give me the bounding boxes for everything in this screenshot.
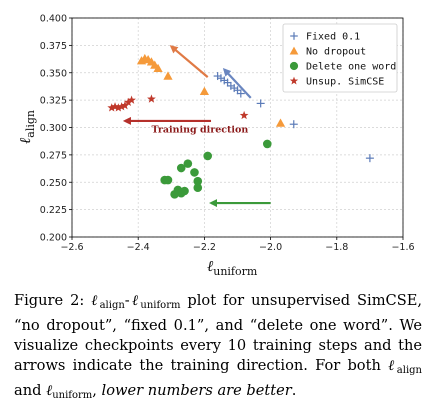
data-points (107, 53, 374, 199)
star-point (239, 110, 249, 120)
direction-arrows (122, 45, 271, 208)
plus-point (289, 120, 298, 129)
x-axis-label: ℓuniform (207, 257, 258, 278)
y-tick-label: 0.375 (40, 41, 67, 52)
plus-point (236, 89, 245, 98)
figure-caption: Figure 2: ℓalign-ℓuniform plot for unsup… (14, 292, 422, 401)
circle-point (203, 151, 213, 161)
triangle-point (163, 71, 173, 80)
x-tick-label: −1.6 (391, 242, 414, 253)
y-tick-label: 0.275 (40, 150, 67, 161)
circle-point (183, 159, 193, 168)
circle-point (176, 188, 186, 198)
circle-point (262, 139, 272, 149)
y-tick-label: 0.200 (40, 233, 67, 244)
y-tick-label: 0.300 (40, 123, 67, 134)
legend-marker-triangle (289, 46, 299, 55)
circle-point (190, 168, 199, 177)
circle-point (176, 163, 186, 173)
y-tick-label: 0.350 (40, 68, 67, 79)
y-tick-label: 0.400 (40, 14, 67, 25)
caption-emphasis: lower numbers are better (101, 382, 292, 399)
figure-label: Figure 2: (14, 292, 85, 309)
plus-point (256, 99, 265, 108)
legend-marker-circle (289, 61, 299, 71)
star-point (123, 97, 133, 107)
y-tick-label: 0.325 (40, 96, 67, 107)
training-direction-annotation: Training direction (151, 124, 248, 135)
star-point (120, 101, 130, 110)
x-tick-label: −2.4 (127, 242, 150, 253)
star-point (113, 103, 123, 112)
circle-point (163, 175, 173, 185)
direction-arrow (169, 45, 209, 78)
caption-body: plot for unsupervised SimCSE, “no dropou… (14, 292, 422, 374)
triangle-point (199, 86, 209, 96)
star-point (110, 102, 120, 111)
x-tick-label: −2.2 (193, 242, 216, 253)
triangle-point (275, 118, 286, 127)
plus-point (223, 78, 232, 87)
chart-area: −2.6 −2.4 −2.2 −2.0 −1.8 −1.6 0.200 0.225 0.250 0… (16, 14, 415, 279)
x-tick-label: −2.6 (60, 242, 83, 253)
y-tick-label: 0.225 (40, 205, 67, 216)
legend-label: Unsup. SimCSE (306, 77, 384, 88)
x-tick-label: −1.8 (325, 242, 348, 253)
y-axis-label: ℓalign (16, 110, 37, 144)
legend-label: No dropout (306, 47, 366, 58)
legend: Fixed 0.1 No dropout Delete one word Unsup.… (282, 23, 398, 93)
y-tick-label: 0.250 (40, 178, 67, 189)
circle-point (193, 183, 203, 193)
axis-ticks: −2.6 −2.4 −2.2 −2.0 −1.8 −1.6 0.200 0.225 0.250 0… (40, 14, 415, 254)
triangle-point (153, 63, 163, 73)
legend-box (282, 23, 398, 93)
circle-point (170, 189, 179, 199)
legend-label: Delete one word (306, 62, 396, 73)
x-tick-label: −2.0 (259, 242, 282, 253)
plus-point (233, 86, 242, 95)
legend-marker-star (289, 76, 299, 85)
circle-point (193, 176, 203, 186)
legend-marker-plus (290, 32, 298, 40)
star-point (117, 102, 127, 111)
star-point (127, 95, 136, 104)
plus-point (365, 154, 374, 163)
legend-label: Fixed 0.1 (306, 32, 360, 43)
direction-arrow (222, 68, 252, 99)
star-point (107, 103, 117, 112)
star-point (147, 94, 156, 103)
